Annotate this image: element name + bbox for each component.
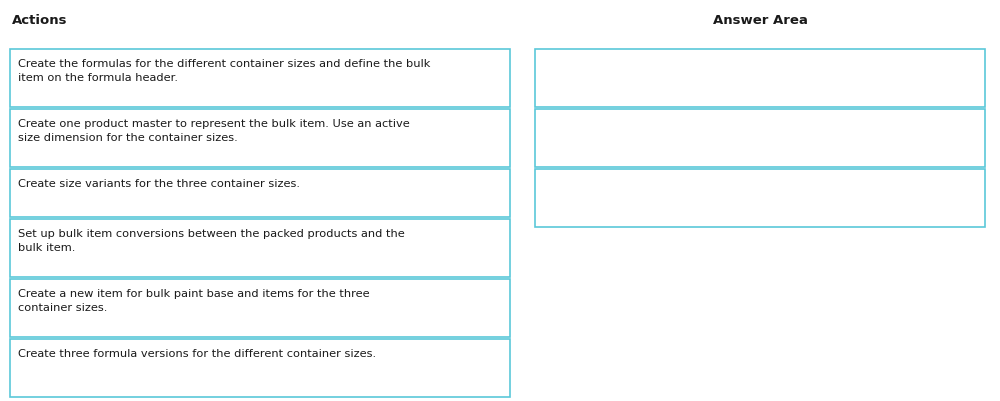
Bar: [10, 110, 510, 168]
Bar: [10, 219, 510, 277]
Text: Actions: Actions: [12, 14, 68, 27]
Bar: [10, 50, 510, 108]
Bar: [535, 110, 985, 168]
Text: Create one product master to represent the bulk item. Use an active
size dimensi: Create one product master to represent t…: [18, 119, 410, 142]
Bar: [535, 50, 985, 108]
Text: Create size variants for the three container sizes.: Create size variants for the three conta…: [18, 178, 300, 188]
Text: Create the formulas for the different container sizes and define the bulk
item o: Create the formulas for the different co…: [18, 59, 430, 82]
Text: Answer Area: Answer Area: [713, 14, 807, 27]
Text: Create a new item for bulk paint base and items for the three
container sizes.: Create a new item for bulk paint base an…: [18, 288, 370, 312]
Text: Create three formula versions for the different container sizes.: Create three formula versions for the di…: [18, 348, 376, 358]
Bar: [535, 170, 985, 227]
Bar: [10, 170, 510, 217]
Bar: [10, 339, 510, 397]
Bar: [10, 279, 510, 337]
Text: Set up bulk item conversions between the packed products and the
bulk item.: Set up bulk item conversions between the…: [18, 229, 405, 252]
